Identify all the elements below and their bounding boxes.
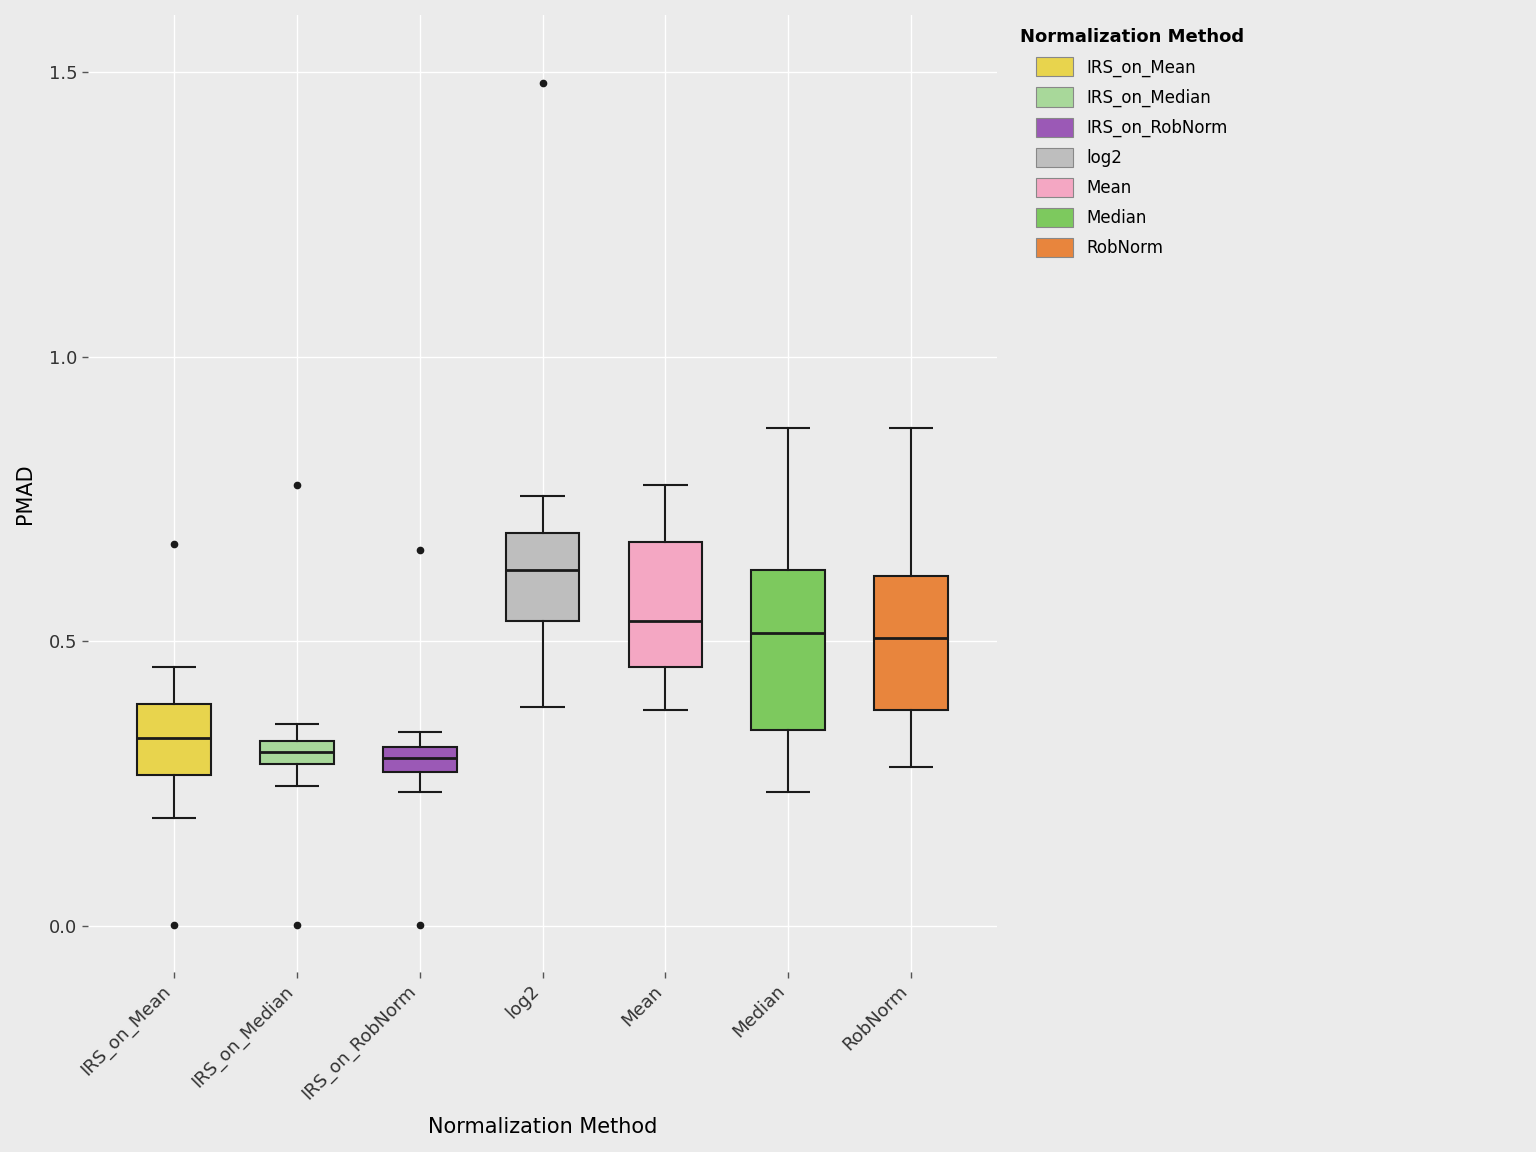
Bar — [628, 541, 702, 667]
Bar — [137, 704, 210, 775]
Legend: IRS_on_Mean, IRS_on_Median, IRS_on_RobNorm, log2, Mean, Median, RobNorm: IRS_on_Mean, IRS_on_Median, IRS_on_RobNo… — [1006, 15, 1256, 271]
Bar — [260, 741, 333, 764]
Bar — [874, 576, 948, 710]
Y-axis label: PMAD: PMAD — [15, 463, 35, 523]
X-axis label: Normalization Method: Normalization Method — [429, 1117, 657, 1137]
Bar — [505, 533, 579, 621]
Bar — [382, 746, 456, 772]
Bar — [751, 570, 825, 729]
